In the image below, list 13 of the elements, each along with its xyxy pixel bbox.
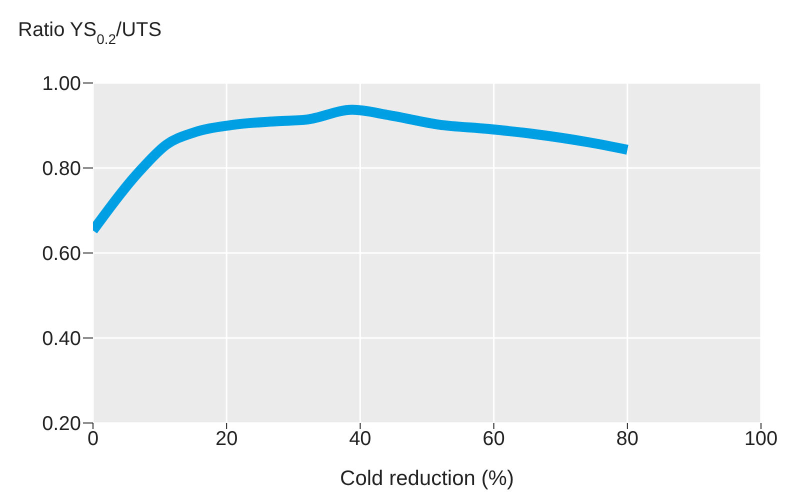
y-tick-label: 1.00 (42, 73, 81, 96)
y-tick-label: 0.80 (42, 158, 81, 180)
x-tick-label: 20 (215, 428, 238, 450)
y-tick-label: 0.40 (42, 328, 81, 350)
x-tick-label: 80 (616, 428, 639, 450)
y-tick-label: 0.20 (42, 413, 81, 436)
x-tick-label: 100 (744, 428, 778, 450)
x-tick-label: 0 (87, 428, 99, 450)
x-axis-title: Cold reduction (%) (340, 467, 514, 490)
x-tick-label: 60 (482, 428, 505, 450)
y-tick-label: 0.60 (42, 243, 81, 266)
y-axis-title: Ratio YS$_{0.2}$/UTS (18, 19, 162, 47)
x-tick-label: 40 (349, 428, 372, 450)
